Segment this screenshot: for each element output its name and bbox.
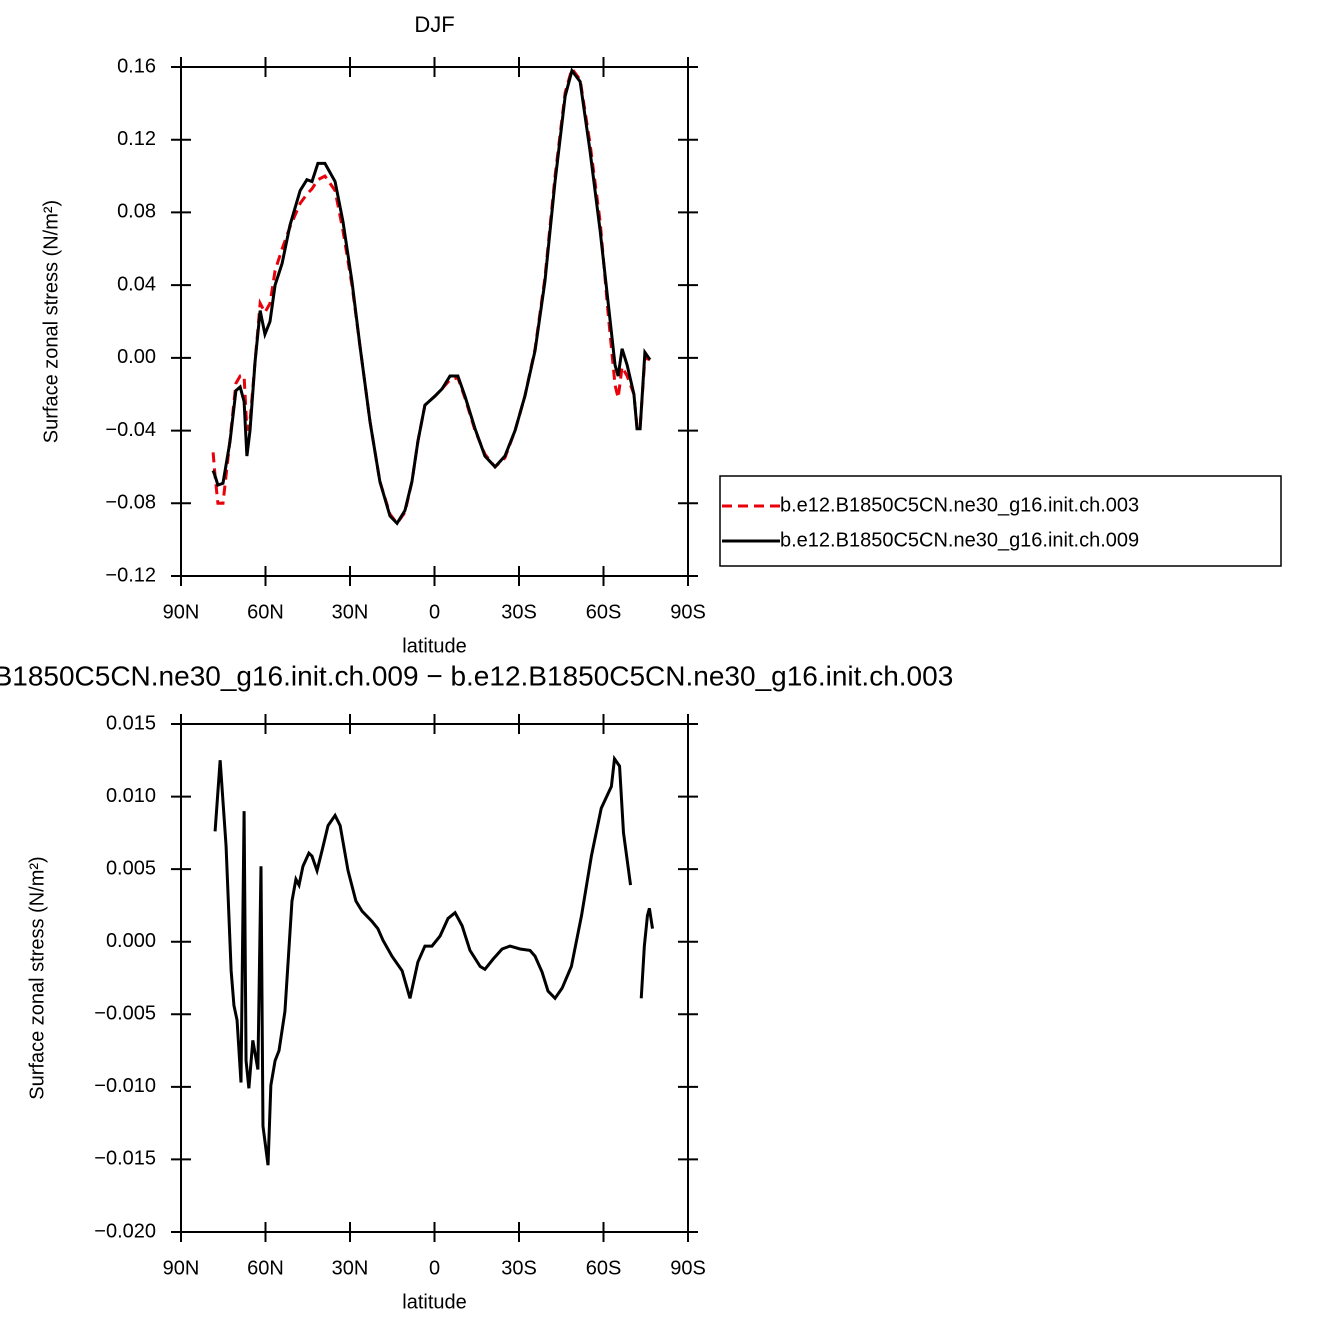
x-tick-label: 90N	[163, 601, 200, 623]
x-axis-label: latitude	[402, 635, 467, 657]
y-tick-label: −0.12	[105, 564, 156, 586]
x-tick-label: 60S	[586, 1257, 622, 1279]
x-tick-label: 30N	[332, 1257, 369, 1279]
x-tick-label: 30N	[332, 601, 369, 623]
y-tick-label: 0.010	[106, 785, 156, 807]
y-tick-label: −0.010	[94, 1075, 156, 1097]
x-tick-label: 60N	[247, 601, 284, 623]
x-tick-label: 90N	[163, 1257, 200, 1279]
legend-label: b.e12.B1850C5CN.ne30_g16.init.ch.003	[780, 494, 1139, 516]
x-tick-label: 30S	[501, 601, 537, 623]
y-tick-label: 0.16	[117, 55, 156, 77]
y-axis-label: Surface zonal stress (N/m²)	[26, 856, 48, 1099]
data-line	[211, 67, 652, 526]
x-tick-label: 30S	[501, 1257, 537, 1279]
y-tick-label: 0.12	[117, 128, 156, 150]
x-tick-label: 60S	[586, 601, 622, 623]
y-tick-label: 0.04	[117, 273, 156, 295]
x-tick-label: 60N	[247, 1257, 284, 1279]
data-line	[213, 754, 654, 1166]
plot-frame	[180, 723, 689, 1233]
y-tick-label: −0.04	[105, 419, 156, 441]
y-tick-label: −0.020	[94, 1220, 156, 1242]
y-tick-label: −0.08	[105, 492, 156, 514]
legend-box	[719, 475, 1282, 567]
data-line	[211, 65, 651, 526]
y-axis-label: Surface zonal stress (N/m²)	[40, 200, 62, 443]
y-tick-label: 0.000	[106, 930, 156, 952]
y-tick-label: −0.005	[94, 1003, 156, 1025]
x-tick-label: 90S	[670, 1257, 706, 1279]
plot-frame	[180, 66, 689, 577]
y-tick-label: −0.015	[94, 1148, 156, 1170]
y-tick-label: 0.015	[106, 712, 156, 734]
y-tick-label: 0.005	[106, 857, 156, 879]
chart-title: DJF	[414, 12, 454, 37]
x-tick-label: 0	[429, 1257, 440, 1279]
x-tick-label: 0	[429, 601, 440, 623]
x-axis-label: latitude	[402, 1291, 467, 1313]
y-tick-label: 0.00	[117, 346, 156, 368]
chart-title: b.e12.B1850C5CN.ne30_g16.init.ch.009 − b…	[0, 660, 953, 691]
legend-label: b.e12.B1850C5CN.ne30_g16.init.ch.009	[780, 529, 1139, 551]
y-tick-label: 0.08	[117, 201, 156, 223]
x-tick-label: 90S	[670, 601, 706, 623]
